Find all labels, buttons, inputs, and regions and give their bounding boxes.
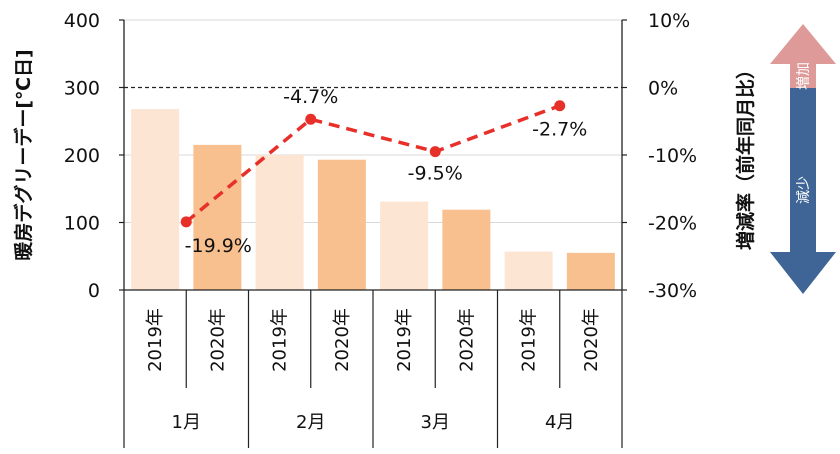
year-label: 2020年 [581, 308, 602, 372]
right-axis-title: 増減率（前年同月比） [734, 60, 757, 250]
change-rate-line [180, 100, 566, 228]
bar-2020-4 [566, 252, 615, 290]
right-tick-label: 0% [648, 78, 678, 100]
year-label: 2019年 [394, 308, 415, 372]
left-tick-label: 100 [64, 213, 100, 235]
change-rate-label-3: -9.5% [408, 163, 463, 185]
bar-2019-1 [131, 109, 180, 290]
arrow-up-label: 増加 [796, 62, 812, 90]
year-label: 2019年 [519, 308, 540, 372]
change-rate-label-2: -4.7% [283, 86, 338, 108]
arrow-down-part [770, 88, 836, 294]
arrow-down-label: 減少 [795, 176, 812, 204]
month-label: 1月 [172, 412, 201, 433]
change-rate-point-1 [180, 216, 192, 228]
left-tick-label: 0 [88, 280, 100, 302]
bar-2019-4 [504, 251, 553, 290]
change-rate-point-2 [305, 113, 317, 125]
bar-2020-1 [193, 144, 242, 290]
left-axis-title: 暖房デグリーデー[℃日] [12, 49, 35, 260]
right-axis-ticks: -30% -20% -10% 0% 10% [622, 10, 697, 302]
left-tick-label: 200 [64, 145, 100, 167]
year-label: 2020年 [207, 308, 228, 372]
month-label: 4月 [545, 412, 574, 433]
change-rate-point-4 [554, 100, 566, 112]
change-rate-label-1: -19.9% [185, 235, 252, 257]
bar-2019-2 [255, 155, 304, 290]
right-tick-label: -10% [648, 145, 697, 167]
bar-2020-3 [442, 209, 491, 290]
right-tick-label: 10% [648, 10, 690, 32]
change-rate-labels: -19.9% -4.7% -9.5% -2.7% [185, 86, 588, 257]
year-label: 2019年 [145, 308, 166, 372]
bar-2019-3 [380, 201, 429, 290]
year-label: 2020年 [332, 308, 353, 372]
arrow-up-part [770, 24, 836, 88]
right-tick-label: -30% [648, 280, 697, 302]
left-tick-label: 300 [64, 78, 100, 100]
left-axis-ticks: 0 100 200 300 400 [64, 10, 124, 302]
change-rate-label-4: -2.7% [532, 119, 587, 141]
left-tick-label: 400 [64, 10, 100, 32]
x-axis-categories: 2019年 2020年 1月 2019年 2020年 2月 2019年 2020年 3月 2019… [123, 290, 623, 448]
bars [131, 109, 615, 290]
right-tick-label: -20% [648, 213, 697, 235]
change-rate-polyline [185, 104, 561, 224]
change-rate-point-3 [429, 146, 441, 158]
increase-decrease-arrow: 増加 減少 [770, 24, 836, 294]
year-label: 2020年 [456, 308, 477, 372]
month-label: 3月 [421, 412, 450, 433]
month-label: 2月 [296, 412, 325, 433]
bar-2020-2 [317, 159, 366, 290]
year-label: 2019年 [270, 308, 291, 372]
